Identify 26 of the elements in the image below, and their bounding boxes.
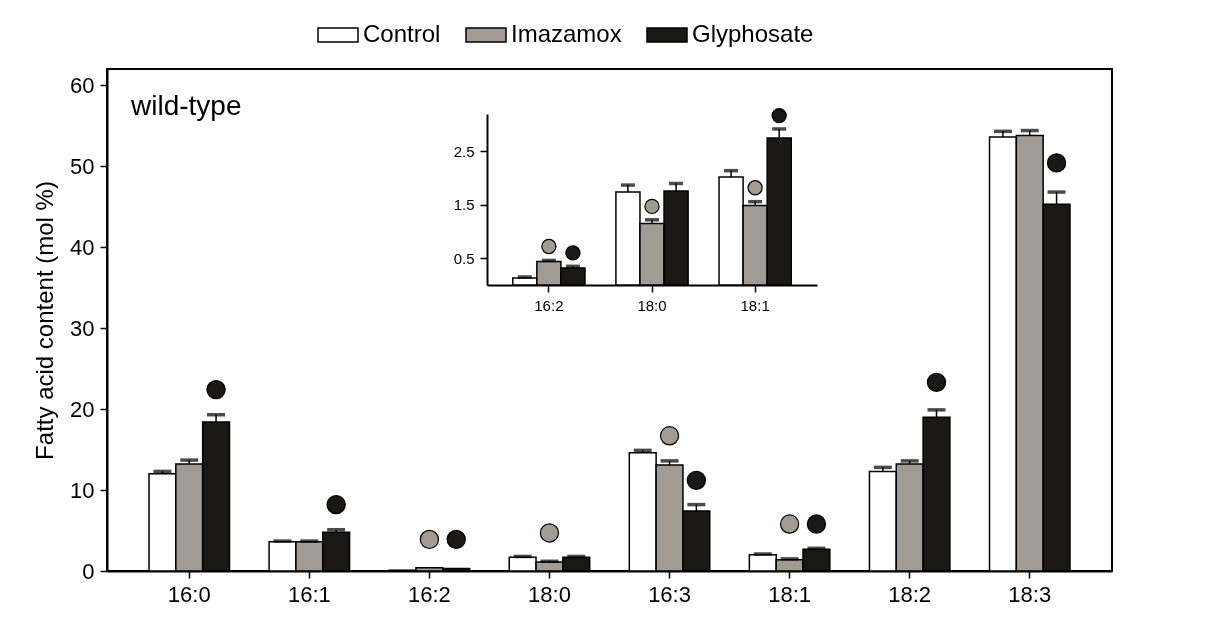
x-tick-label: 16:1 [287,581,331,607]
y-tick-label: 0 [82,558,95,584]
x-tick-label: 16:2 [534,296,564,314]
x-tick-label: 18:1 [740,296,770,314]
y-tick-label: 10 [70,477,95,503]
x-tick-label: 18:3 [1008,581,1052,607]
x-tick-label: 18:0 [528,581,571,607]
y-axis-title: Fatty acid content (mol %) [31,181,59,460]
legend-label: Control [363,20,441,47]
y-tick-label: 60 [70,72,95,98]
legend-label: Glyphosate [692,20,814,47]
y-tick-label: 1.5 [453,196,475,214]
x-tick-label: 18:0 [637,296,667,314]
x-tick-label: 18:1 [768,581,812,607]
legend-label: Imazamox [511,20,622,47]
y-tick-label: 30 [70,315,95,341]
x-tick-label: 16:3 [648,581,691,607]
x-tick-label: 16:0 [167,581,211,607]
y-tick-label: 0.5 [453,249,475,267]
y-tick-label: 40 [70,234,95,260]
y-tick-label: 20 [70,396,95,422]
x-tick-label: 18:2 [888,581,932,607]
y-tick-label: 50 [70,153,95,179]
annotation: wild-type [130,90,242,121]
x-tick-label: 16:2 [407,581,451,607]
y-tick-label: 2.5 [453,142,475,160]
